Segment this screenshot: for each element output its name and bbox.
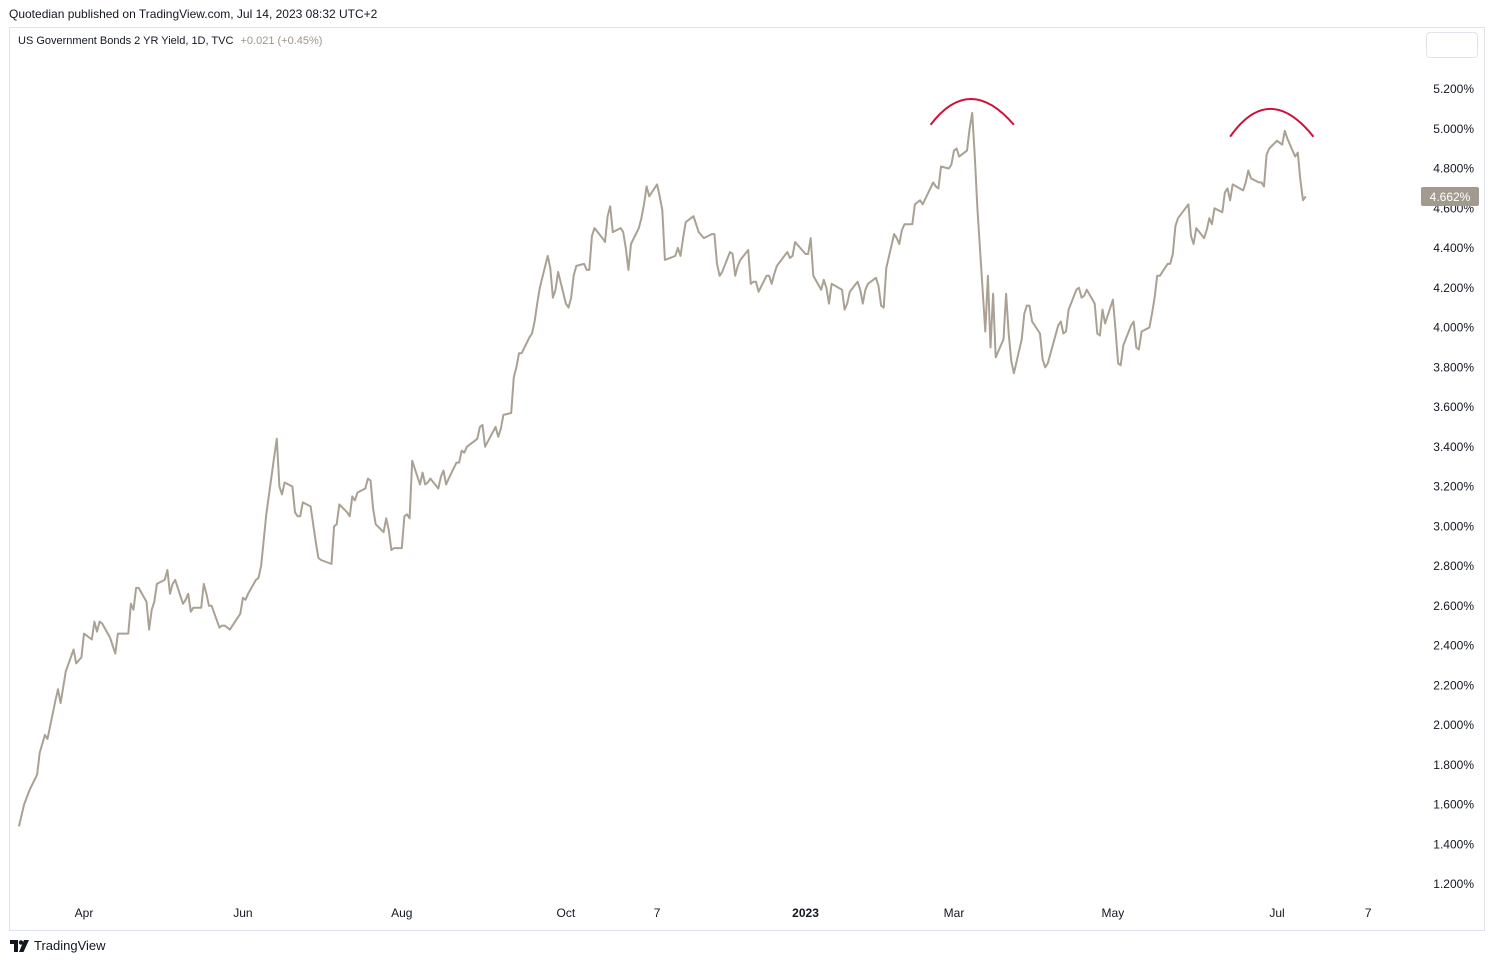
chart-legend: US Government Bonds 2 YR Yield, 1D, TVC … (18, 35, 322, 47)
x-tick-label: 7 (1365, 906, 1372, 920)
publisher-line: Quotedian published on TradingView.com, … (9, 7, 378, 21)
x-tick-label: Jul (1269, 906, 1284, 920)
chart-settings-button[interactable] (1426, 32, 1478, 58)
x-tick-label: 2023 (792, 906, 819, 920)
y-tick-label: 3.400% (1433, 440, 1474, 454)
y-tick-label: 2.200% (1433, 678, 1474, 692)
footer-brand-label: TradingView (34, 938, 106, 953)
annotation-arc (1229, 108, 1315, 138)
y-tick-label: 4.000% (1433, 321, 1474, 335)
footer-brand[interactable]: TradingView (10, 938, 106, 953)
y-tick-label: 4.800% (1433, 162, 1474, 176)
legend-change: +0.021 (+0.45%) (240, 35, 323, 47)
tradingview-logo-icon (10, 939, 29, 952)
y-tick-label: 4.200% (1433, 281, 1474, 295)
y-tick-label: 2.000% (1433, 718, 1474, 732)
y-tick-label: 1.200% (1433, 877, 1474, 891)
y-tick-label: 3.800% (1433, 360, 1474, 374)
x-tick-label: 7 (654, 906, 661, 920)
x-tick-label: Mar (944, 906, 965, 920)
legend-symbol: US Government Bonds 2 YR Yield, 1D, TVC (18, 35, 234, 47)
last-price-tag: 4.662% (1421, 187, 1479, 206)
chart-frame (9, 27, 1485, 931)
y-tick-label: 5.200% (1433, 82, 1474, 96)
x-tick-label: Oct (557, 906, 576, 920)
y-axis[interactable]: 5.200%5.000%4.800%4.600%4.400%4.200%4.00… (1433, 82, 1474, 891)
annotation-layer (929, 98, 1315, 138)
y-tick-label: 3.200% (1433, 480, 1474, 494)
y-tick-label: 1.600% (1433, 798, 1474, 812)
y-tick-label: 1.400% (1433, 837, 1474, 851)
y-tick-label: 5.000% (1433, 122, 1474, 136)
x-axis[interactable]: Apr Jun Aug Oct 7 2023 Mar May Jul 7 (75, 906, 1372, 920)
x-tick-label: Aug (391, 906, 412, 920)
x-tick-label: Apr (75, 906, 94, 920)
y-tick-label: 1.800% (1433, 758, 1474, 772)
x-tick-label: Jun (233, 906, 252, 920)
y-tick-label: 2.800% (1433, 559, 1474, 573)
series-line (17, 111, 1307, 827)
last-price-label: 4.662% (1430, 190, 1471, 204)
y-tick-label: 2.400% (1433, 639, 1474, 653)
annotation-arc (929, 98, 1015, 126)
y-tick-label: 3.600% (1433, 400, 1474, 414)
y-tick-label: 3.000% (1433, 519, 1474, 533)
x-tick-label: May (1102, 906, 1125, 920)
y-tick-label: 4.400% (1433, 241, 1474, 255)
y-tick-label: 2.600% (1433, 599, 1474, 613)
last-price-tag-bg (1421, 187, 1479, 206)
